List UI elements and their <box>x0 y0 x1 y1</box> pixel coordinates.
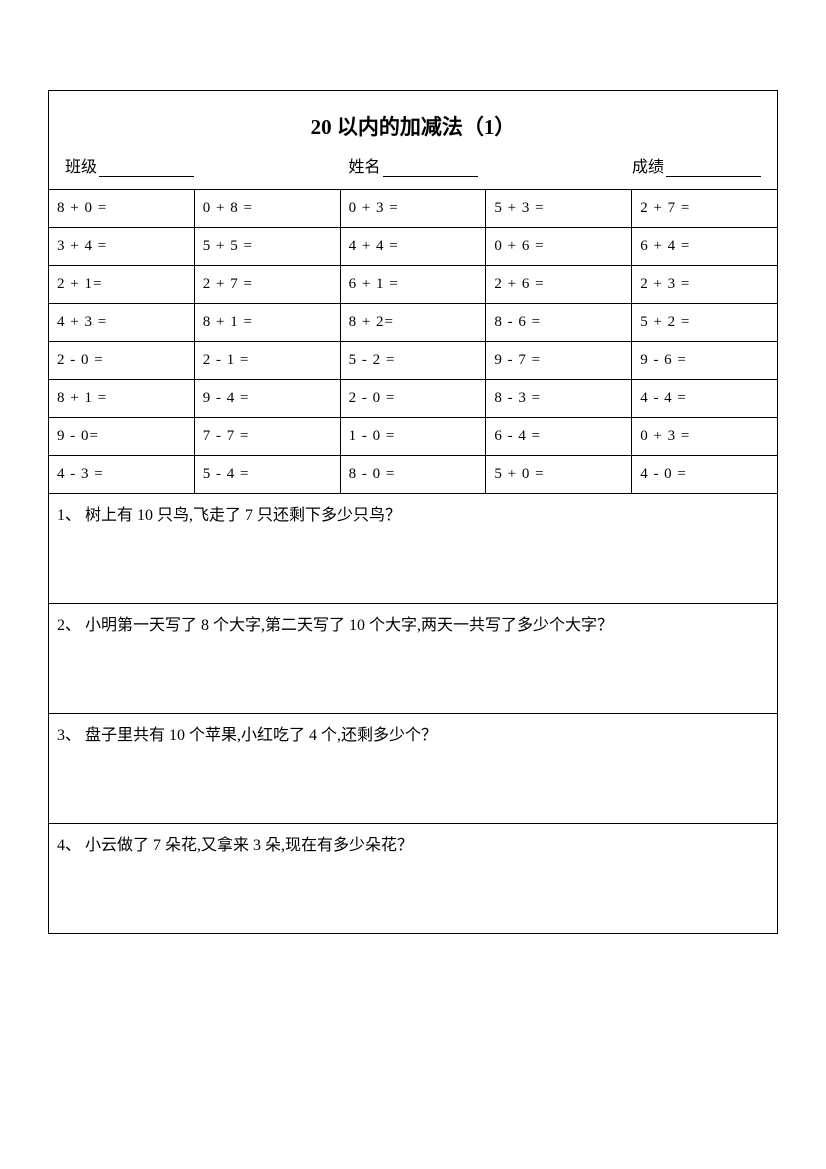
worksheet-title: 20 以内的加减法（1） <box>61 111 765 141</box>
math-cell: 8 - 3 = <box>486 380 632 418</box>
math-cell: 8 + 1 = <box>49 380 195 418</box>
math-cell: 0 + 8 = <box>194 190 340 228</box>
math-row: 4 + 3 = 8 + 1 = 8 + 2= 8 - 6 = 5 + 2 = <box>49 304 778 342</box>
math-cell: 9 - 7 = <box>486 342 632 380</box>
word-problem-cell: 4、 小云做了 7 朵花,又拿来 3 朵,现在有多少朵花？ <box>49 824 778 934</box>
math-cell: 4 + 3 = <box>49 304 195 342</box>
math-cell: 0 + 6 = <box>486 228 632 266</box>
math-cell: 5 + 3 = <box>486 190 632 228</box>
question-text: 小云做了 7 朵花,又拿来 3 朵,现在有多少朵花？ <box>85 837 413 854</box>
word-problem-cell: 1、 树上有 10 只鸟,飞走了 7 只还剩下多少只鸟？ <box>49 494 778 604</box>
header-cell: 20 以内的加减法（1） 班级 姓名 成绩 <box>49 91 778 190</box>
name-label: 姓名 <box>348 153 380 177</box>
word-problem-cell: 2、 小明第一天写了 8 个大字,第二天写了 10 个大字,两天一共写了多少个大… <box>49 604 778 714</box>
math-cell: 5 - 2 = <box>340 342 486 380</box>
math-cell: 9 - 0= <box>49 418 195 456</box>
math-row: 8 + 0 = 0 + 8 = 0 + 3 = 5 + 3 = 2 + 7 = <box>49 190 778 228</box>
math-cell: 9 - 6 = <box>632 342 778 380</box>
name-blank <box>383 159 478 177</box>
math-row: 3 + 4 = 5 + 5 = 4 + 4 = 0 + 6 = 6 + 4 = <box>49 228 778 266</box>
worksheet-table: 20 以内的加减法（1） 班级 姓名 成绩 8 + 0 = 0 + 8 = 0 … <box>48 90 778 934</box>
math-cell: 5 + 5 = <box>194 228 340 266</box>
math-cell: 6 + 4 = <box>632 228 778 266</box>
math-row: 9 - 0= 7 - 7 = 1 - 0 = 6 - 4 = 0 + 3 = <box>49 418 778 456</box>
math-cell: 2 - 1 = <box>194 342 340 380</box>
math-cell: 4 - 4 = <box>632 380 778 418</box>
math-cell: 4 - 3 = <box>49 456 195 494</box>
math-cell: 2 + 7 = <box>194 266 340 304</box>
math-cell: 0 + 3 = <box>632 418 778 456</box>
score-label: 成绩 <box>632 153 664 177</box>
question-text: 小明第一天写了 8 个大字,第二天写了 10 个大字,两天一共写了多少个大字？ <box>85 617 613 634</box>
math-cell: 2 + 1= <box>49 266 195 304</box>
math-row: 8 + 1 = 9 - 4 = 2 - 0 = 8 - 3 = 4 - 4 = <box>49 380 778 418</box>
math-cell: 8 + 1 = <box>194 304 340 342</box>
math-row: 2 - 0 = 2 - 1 = 5 - 2 = 9 - 7 = 9 - 6 = <box>49 342 778 380</box>
class-field: 班级 <box>65 153 194 177</box>
math-cell: 5 + 2 = <box>632 304 778 342</box>
question-text: 树上有 10 只鸟,飞走了 7 只还剩下多少只鸟？ <box>85 507 401 524</box>
word-problem-cell: 3、 盘子里共有 10 个苹果,小红吃了 4 个,还剩多少个？ <box>49 714 778 824</box>
math-cell: 7 - 7 = <box>194 418 340 456</box>
math-cell: 1 - 0 = <box>340 418 486 456</box>
class-blank <box>99 159 194 177</box>
class-label: 班级 <box>65 153 97 177</box>
math-cell: 9 - 4 = <box>194 380 340 418</box>
math-row: 4 - 3 = 5 - 4 = 8 - 0 = 5 + 0 = 4 - 0 = <box>49 456 778 494</box>
info-row: 班级 姓名 成绩 <box>61 153 765 177</box>
name-field: 姓名 <box>348 153 477 177</box>
score-blank <box>666 159 761 177</box>
math-cell: 4 + 4 = <box>340 228 486 266</box>
question-number: 4、 <box>57 832 81 861</box>
math-cell: 6 + 1 = <box>340 266 486 304</box>
math-cell: 4 - 0 = <box>632 456 778 494</box>
math-cell: 8 - 0 = <box>340 456 486 494</box>
math-row: 2 + 1= 2 + 7 = 6 + 1 = 2 + 6 = 2 + 3 = <box>49 266 778 304</box>
math-cell: 5 + 0 = <box>486 456 632 494</box>
question-number: 3、 <box>57 722 81 751</box>
math-cell: 2 + 6 = <box>486 266 632 304</box>
math-cell: 2 + 3 = <box>632 266 778 304</box>
math-cell: 2 - 0 = <box>49 342 195 380</box>
math-cell: 3 + 4 = <box>49 228 195 266</box>
math-cell: 8 - 6 = <box>486 304 632 342</box>
math-cell: 6 - 4 = <box>486 418 632 456</box>
score-field: 成绩 <box>632 153 761 177</box>
math-cell: 0 + 3 = <box>340 190 486 228</box>
math-cell: 8 + 2= <box>340 304 486 342</box>
math-cell: 2 - 0 = <box>340 380 486 418</box>
math-cell: 5 - 4 = <box>194 456 340 494</box>
question-text: 盘子里共有 10 个苹果,小红吃了 4 个,还剩多少个？ <box>85 727 437 744</box>
math-cell: 8 + 0 = <box>49 190 195 228</box>
math-cell: 2 + 7 = <box>632 190 778 228</box>
question-number: 2、 <box>57 612 81 641</box>
question-number: 1、 <box>57 502 81 531</box>
